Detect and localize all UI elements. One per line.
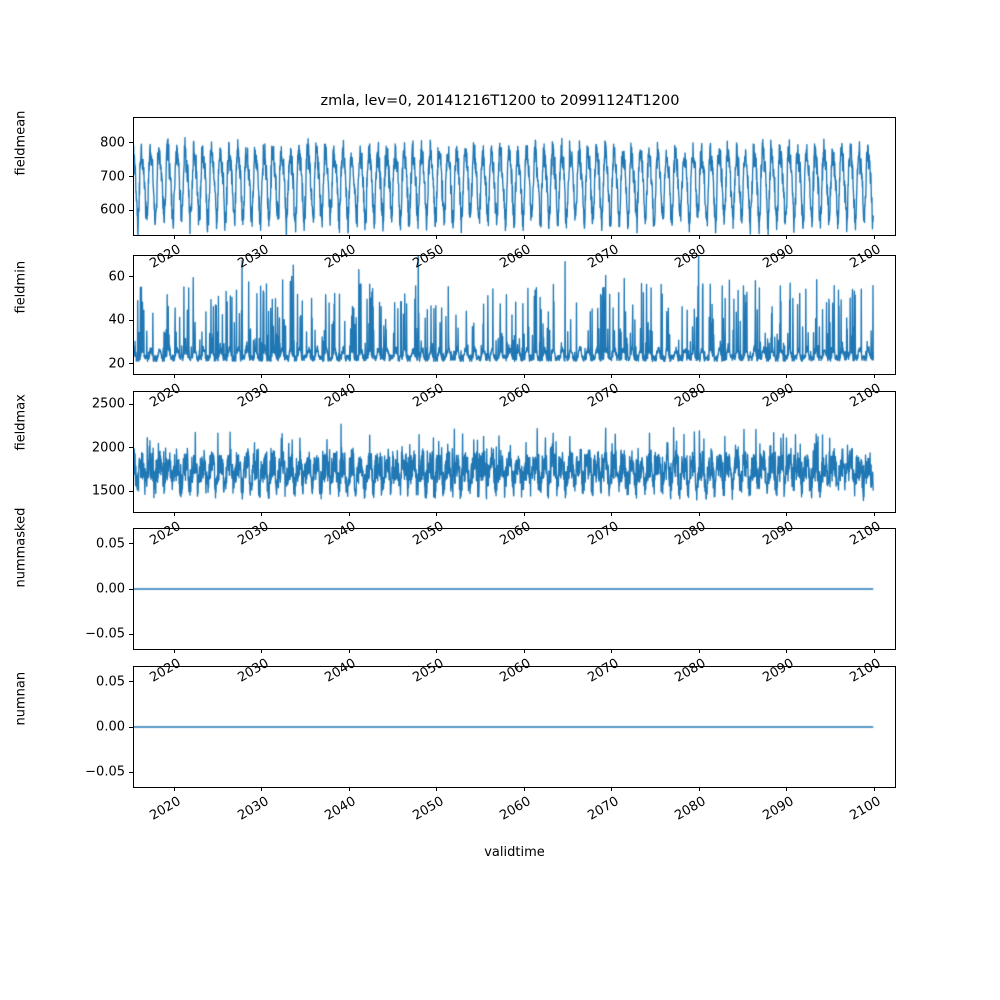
figure-title: zmla, lev=0, 20141216T1200 to 20991124T1… bbox=[320, 93, 680, 109]
x-axis-label: validtime bbox=[484, 845, 545, 860]
x-tick-label: 2090 bbox=[759, 794, 797, 824]
y-tick-mark bbox=[129, 543, 133, 545]
y-tick-mark bbox=[129, 726, 133, 728]
x-tick-mark bbox=[173, 235, 175, 239]
x-tick-mark bbox=[348, 512, 350, 516]
x-tick-mark bbox=[786, 787, 788, 791]
y-tick-label: 2000 bbox=[91, 440, 125, 456]
x-tick-label: 2020 bbox=[147, 794, 184, 824]
plot-line-fieldmax bbox=[134, 392, 895, 512]
x-tick-mark bbox=[611, 649, 613, 653]
y-tick-mark bbox=[129, 633, 133, 636]
y-tick-mark bbox=[129, 142, 133, 144]
x-tick-mark bbox=[873, 787, 875, 791]
x-tick-mark bbox=[173, 512, 175, 516]
y-tick-label: 40 bbox=[108, 312, 125, 328]
x-tick-label: 2060 bbox=[497, 794, 534, 824]
y-tick-mark bbox=[129, 771, 133, 774]
y-tick-label: −0.05 bbox=[85, 626, 125, 642]
x-tick-label: 2040 bbox=[322, 794, 359, 824]
x-tick-label: 2100 bbox=[847, 794, 884, 824]
y-tick-label: 0.00 bbox=[96, 719, 125, 735]
x-tick-mark bbox=[261, 649, 263, 653]
y-tick-mark bbox=[129, 176, 133, 178]
x-tick-mark bbox=[611, 512, 613, 516]
y-tick-label: 800 bbox=[100, 135, 125, 151]
x-tick-mark bbox=[698, 374, 700, 378]
x-tick-mark bbox=[698, 512, 700, 516]
x-tick-mark bbox=[173, 374, 175, 378]
y-tick-mark bbox=[129, 209, 133, 211]
y-tick-mark bbox=[129, 447, 133, 449]
y-tick-mark bbox=[129, 588, 133, 590]
x-tick-mark bbox=[523, 235, 525, 239]
x-tick-mark bbox=[261, 235, 263, 239]
x-tick-mark bbox=[698, 235, 700, 239]
subplot-numnan bbox=[133, 666, 896, 788]
x-tick-mark bbox=[261, 787, 263, 791]
x-tick-mark bbox=[523, 374, 525, 378]
subplot-fieldmin bbox=[133, 255, 896, 375]
x-tick-mark bbox=[523, 512, 525, 516]
y-tick-mark bbox=[129, 276, 133, 278]
x-tick-mark bbox=[873, 235, 875, 239]
y-tick-label: 2500 bbox=[91, 396, 125, 412]
x-tick-mark bbox=[786, 235, 788, 239]
y-tick-label: 0.05 bbox=[96, 536, 125, 552]
x-tick-mark bbox=[873, 374, 875, 378]
x-tick-label: 2050 bbox=[409, 794, 447, 824]
x-tick-mark bbox=[348, 787, 350, 791]
y-tick-label: 600 bbox=[100, 202, 125, 218]
y-tick-label: −0.05 bbox=[85, 764, 125, 780]
subplot-fieldmax bbox=[133, 391, 896, 513]
y-tick-label: 60 bbox=[108, 269, 125, 285]
subplot-fieldmean bbox=[133, 117, 896, 236]
x-tick-mark bbox=[698, 787, 700, 791]
x-tick-label: 2070 bbox=[584, 794, 622, 824]
x-tick-mark bbox=[786, 649, 788, 653]
x-tick-label: 2030 bbox=[234, 794, 272, 824]
x-tick-mark bbox=[173, 649, 175, 653]
x-tick-mark bbox=[873, 512, 875, 516]
y-tick-mark bbox=[129, 363, 133, 365]
x-tick-label: 2080 bbox=[672, 794, 709, 824]
x-tick-mark bbox=[611, 787, 613, 791]
y-tick-mark bbox=[129, 490, 133, 492]
x-tick-mark bbox=[348, 374, 350, 378]
x-tick-mark bbox=[261, 374, 263, 378]
subplot-nummasked bbox=[133, 528, 896, 650]
y-tick-label: 0.05 bbox=[96, 674, 125, 690]
x-tick-mark bbox=[348, 649, 350, 653]
x-tick-mark bbox=[436, 374, 438, 378]
x-tick-mark bbox=[348, 235, 350, 239]
x-tick-mark bbox=[261, 512, 263, 516]
x-tick-mark bbox=[436, 512, 438, 516]
x-tick-mark bbox=[698, 649, 700, 653]
x-tick-mark bbox=[436, 235, 438, 239]
x-tick-mark bbox=[436, 787, 438, 791]
y-tick-mark bbox=[129, 681, 133, 683]
y-tick-label: 0.00 bbox=[96, 581, 125, 597]
x-tick-mark bbox=[786, 374, 788, 378]
x-tick-mark bbox=[873, 649, 875, 653]
x-tick-mark bbox=[523, 649, 525, 653]
plot-line-nummasked bbox=[134, 529, 895, 649]
x-tick-mark bbox=[173, 787, 175, 791]
x-tick-mark bbox=[611, 374, 613, 378]
plot-line-fieldmin bbox=[134, 256, 895, 374]
plot-line-fieldmean bbox=[134, 118, 895, 235]
x-tick-mark bbox=[786, 512, 788, 516]
plot-line-numnan bbox=[134, 667, 895, 787]
y-tick-mark bbox=[129, 403, 133, 405]
y-tick-label: 1500 bbox=[91, 483, 125, 499]
x-tick-mark bbox=[523, 787, 525, 791]
x-tick-mark bbox=[611, 235, 613, 239]
y-tick-label: 700 bbox=[100, 169, 125, 184]
y-tick-label: 20 bbox=[108, 356, 125, 372]
x-tick-mark bbox=[436, 649, 438, 653]
y-tick-mark bbox=[129, 319, 133, 321]
